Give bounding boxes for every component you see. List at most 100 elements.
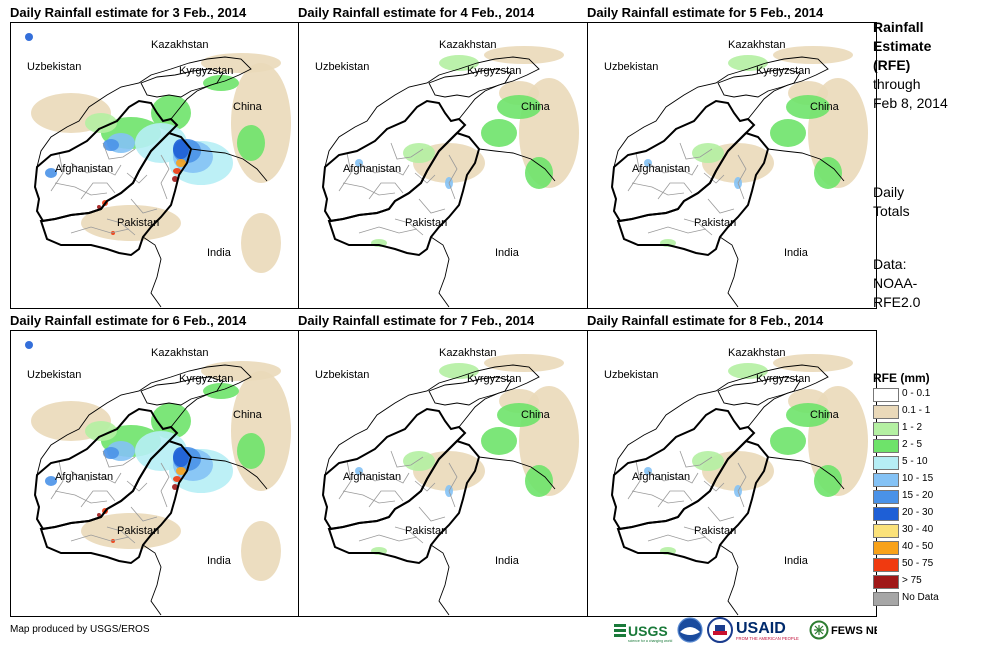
rainfall-area <box>97 513 101 517</box>
rainfall-area <box>770 119 806 147</box>
map-canvas <box>321 46 579 308</box>
legend-label: > 75 <box>902 575 922 586</box>
province-boundary <box>160 462 170 508</box>
province-boundary <box>631 490 685 504</box>
rainfall-area <box>25 33 33 41</box>
map-label-kyrgyzstan: Kyrgyzstan <box>756 65 811 77</box>
map-label-kazakhstan: Kazakhstan <box>439 39 497 51</box>
map-label-india: India <box>495 555 519 567</box>
province-boundary <box>647 226 707 234</box>
data-source-line2: RFE2.0 <box>873 294 921 310</box>
province-boundary <box>683 218 713 236</box>
commerce-seal-logo <box>706 616 734 644</box>
rainfall-map: Kazakhstan Uzbekistan Kyrgyzstan China Afgha… <box>10 330 300 617</box>
fewsnet-logo-text: FEWS NET <box>831 625 877 637</box>
legend-item: 40 - 50 <box>873 539 983 556</box>
province-boundary <box>657 182 693 200</box>
province-boundary <box>358 470 410 484</box>
rfe-title-line3: (RFE) <box>873 57 911 73</box>
province-boundary <box>448 462 458 508</box>
rainfall-area <box>237 125 265 161</box>
legend-item: 0.1 - 1 <box>873 403 983 420</box>
province-boundary <box>338 152 352 192</box>
rainfall-area <box>173 168 181 174</box>
panel-title: Daily Rainfall estimate for 8 Feb., 2014 <box>587 313 824 328</box>
map-label-uzbekistan: Uzbekistan <box>604 369 659 381</box>
rainfall-area <box>728 55 768 71</box>
rainfall-area <box>45 168 57 178</box>
province-boundary <box>358 534 418 542</box>
country-boundary <box>478 456 556 490</box>
rainfall-area <box>173 476 181 482</box>
province-boundary <box>70 162 122 176</box>
country-boundary <box>190 456 268 490</box>
focus-country-boundary <box>616 439 770 565</box>
focus-country-boundary <box>327 131 481 257</box>
legend-swatch <box>873 592 899 606</box>
legend-label: 50 - 75 <box>902 558 934 569</box>
panel-title: Daily Rainfall estimate for 4 Feb., 2014 <box>298 5 535 20</box>
province-boundary <box>70 226 130 234</box>
rainfall-area <box>814 157 842 189</box>
data-source-line1: NOAA- <box>873 275 918 291</box>
province-boundary <box>631 182 685 196</box>
legend-label: 40 - 50 <box>902 541 934 552</box>
legend-label: 15 - 20 <box>902 490 934 501</box>
through-date: through Feb 8, 2014 <box>873 75 948 113</box>
map-label-india: India <box>495 247 519 259</box>
province-boundary <box>627 460 641 500</box>
map-label-kyrgyzstan: Kyrgyzstan <box>179 373 234 385</box>
country-boundary <box>428 376 512 406</box>
rainfall-area <box>103 447 119 459</box>
legend-swatch <box>873 388 899 402</box>
province-boundary <box>394 218 424 236</box>
usaid-tagline: FROM THE AMERICAN PEOPLE <box>736 636 799 641</box>
rainfall-map: Kazakhstan Uzbekistan Kyrgyzstan China Afgha… <box>298 22 588 309</box>
rainfall-area <box>237 433 265 469</box>
legend-swatch <box>873 422 899 436</box>
panel-title: Daily Rainfall estimate for 5 Feb., 2014 <box>587 5 824 20</box>
province-boundary <box>647 470 699 484</box>
daily-label: Daily <box>873 184 905 200</box>
map-label-china: China <box>233 101 262 113</box>
rainfall-area <box>481 119 517 147</box>
rainfall-area <box>85 113 117 133</box>
rainfall-area <box>231 371 291 491</box>
through-date-value: Feb 8, 2014 <box>873 95 948 111</box>
rainfall-area <box>173 447 189 467</box>
rainfall-area <box>172 484 178 490</box>
province-boundary <box>80 490 116 508</box>
map-label-kyrgyzstan: Kyrgyzstan <box>179 65 234 77</box>
province-boundary <box>368 490 404 508</box>
rainfall-area <box>81 205 181 241</box>
map-label-china: China <box>521 101 550 113</box>
usgs-logo: USGS science for a changing world <box>612 616 674 644</box>
usaid-logo-text: USAID <box>736 620 786 637</box>
legend-item: 30 - 40 <box>873 522 983 539</box>
province-boundary <box>54 490 108 504</box>
rainfall-area <box>439 363 479 379</box>
province-boundary <box>130 506 158 522</box>
legend-swatch <box>873 456 899 470</box>
country-boundary <box>324 56 540 168</box>
legend-label: 30 - 40 <box>902 524 934 535</box>
province-boundary <box>683 526 713 544</box>
rainfall-area <box>525 157 553 189</box>
map-label-kazakhstan: Kazakhstan <box>151 347 209 359</box>
country-boundary <box>142 236 162 308</box>
legend-swatch <box>873 524 899 538</box>
rainfall-area <box>403 451 435 471</box>
map-credit: Map produced by USGS/EROS <box>10 624 150 635</box>
legend-title: RFE (mm) <box>873 371 930 385</box>
country-boundary <box>717 68 801 98</box>
map-label-uzbekistan: Uzbekistan <box>27 369 82 381</box>
province-boundary <box>707 198 735 214</box>
legend-item: 20 - 30 <box>873 505 983 522</box>
map-label-uzbekistan: Uzbekistan <box>315 369 370 381</box>
rainfall-area <box>241 521 281 581</box>
map-label-uzbekistan: Uzbekistan <box>604 61 659 73</box>
province-boundary <box>390 142 424 160</box>
legend-item: No Data <box>873 590 983 607</box>
map-canvas <box>25 341 291 616</box>
rainfall-area <box>85 421 117 441</box>
